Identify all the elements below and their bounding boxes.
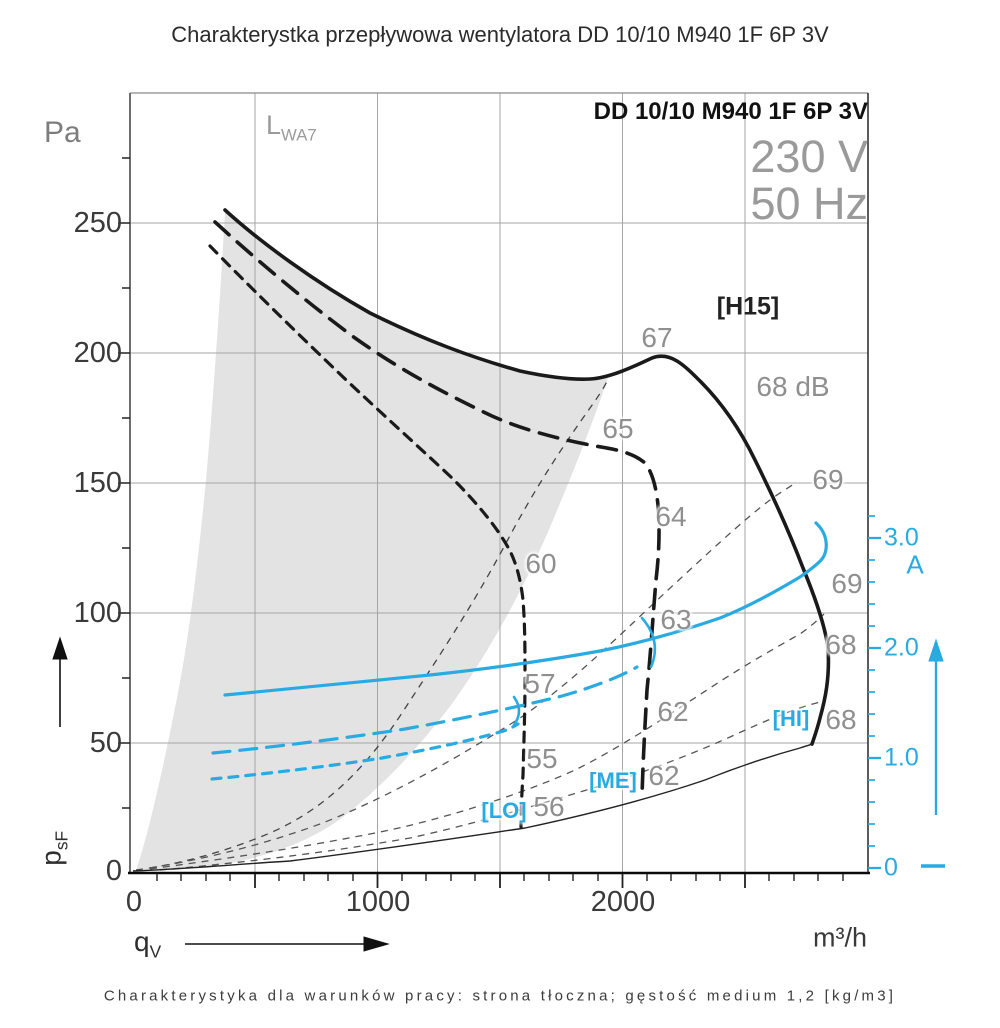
- r-tick-3: 3.0: [884, 523, 919, 552]
- y-tick-150: 150: [73, 467, 122, 499]
- y-tick-200: 200: [73, 337, 122, 369]
- x-axis-arrow: [185, 936, 390, 952]
- system-curve-4: [159, 701, 821, 871]
- current-curve-hi: [223, 521, 828, 697]
- system-curve-min-solid: [132, 743, 813, 872]
- system-curve-3: [149, 613, 825, 870]
- db-label-69: 69: [812, 464, 844, 495]
- x-axis-title: qV: [134, 926, 162, 962]
- y-axis-arrow: [52, 636, 68, 727]
- speed-label-lo: [LO]: [481, 798, 527, 823]
- y-tick-0: 0: [105, 855, 122, 887]
- db-label-68db: 68 dB: [756, 371, 830, 402]
- right-axis-ticks: [868, 515, 881, 870]
- current-axis-arrow: [928, 638, 944, 815]
- y-tick-100: 100: [73, 597, 122, 629]
- pressure-curve-me: [213, 220, 661, 799]
- db-label-56: 56: [533, 791, 565, 822]
- shaded-operating-region: [136, 212, 608, 871]
- db-label-65: 65: [602, 413, 634, 444]
- x-axis-ticks: [156, 874, 844, 888]
- db-label-63: 63: [660, 604, 692, 635]
- y-tick-50: 50: [89, 727, 122, 759]
- fan-model-label: DD 10/10 M940 1F 6P 3V: [593, 98, 868, 125]
- db-label-55: 55: [526, 743, 558, 774]
- system-resistance-curves: [132, 378, 825, 872]
- db-label-67: 67: [641, 322, 673, 353]
- r-tick-2: 2.0: [884, 633, 919, 662]
- db-label-62a: 62: [657, 696, 689, 727]
- db-label-57: 57: [524, 668, 556, 699]
- noise-curve-label: LWA7: [266, 110, 317, 145]
- speed-label-hi: [HI]: [772, 706, 810, 731]
- r-tick-0: 0: [884, 853, 898, 882]
- current-curve-me: [211, 665, 639, 755]
- motor-current-curves: [210, 521, 828, 781]
- current-marker-lo: [512, 695, 521, 727]
- db-label-68-right: 68: [825, 629, 857, 660]
- operating-conditions-caption: Charakterystyka dla warunków pracy: stro…: [103, 987, 897, 1005]
- y-axis-ticks: [118, 157, 130, 809]
- speed-label-me: [ME]: [589, 768, 637, 793]
- current-unit-label: A: [906, 549, 924, 580]
- voltage-label: 230 V: [750, 131, 868, 182]
- system-curve-boundary: [135, 378, 609, 871]
- pressure-curve-lo: [208, 244, 527, 829]
- db-label-68-hi: 68: [825, 704, 857, 735]
- db-label-60: 60: [525, 548, 557, 579]
- db-label-64: 64: [655, 501, 687, 532]
- pressure-unit-label: Pa: [44, 116, 81, 149]
- x-tick-2000: 2000: [590, 886, 656, 918]
- current-curve-lo: [210, 722, 520, 781]
- current-marker-me: [640, 616, 657, 669]
- x-tick-0: 0: [125, 886, 143, 918]
- fan-pressure-curves: [208, 208, 831, 829]
- db-label-62b: 62: [648, 760, 680, 791]
- r-tick-1: 1.0: [884, 743, 919, 772]
- y-axis-title: psF: [35, 830, 72, 866]
- size-code-label: [H15]: [716, 292, 780, 321]
- frequency-label: 50 Hz: [750, 178, 868, 229]
- y-tick-250: 250: [73, 207, 122, 239]
- flow-unit-label: m³/h: [813, 922, 867, 953]
- pressure-curve-hi: [223, 208, 831, 746]
- grid-lines: [130, 93, 868, 873]
- db-label-69-right: 69: [831, 568, 863, 599]
- x-tick-1000: 1000: [345, 886, 411, 918]
- page-title: Charakterystka przepływowa wentylatora D…: [171, 22, 829, 47]
